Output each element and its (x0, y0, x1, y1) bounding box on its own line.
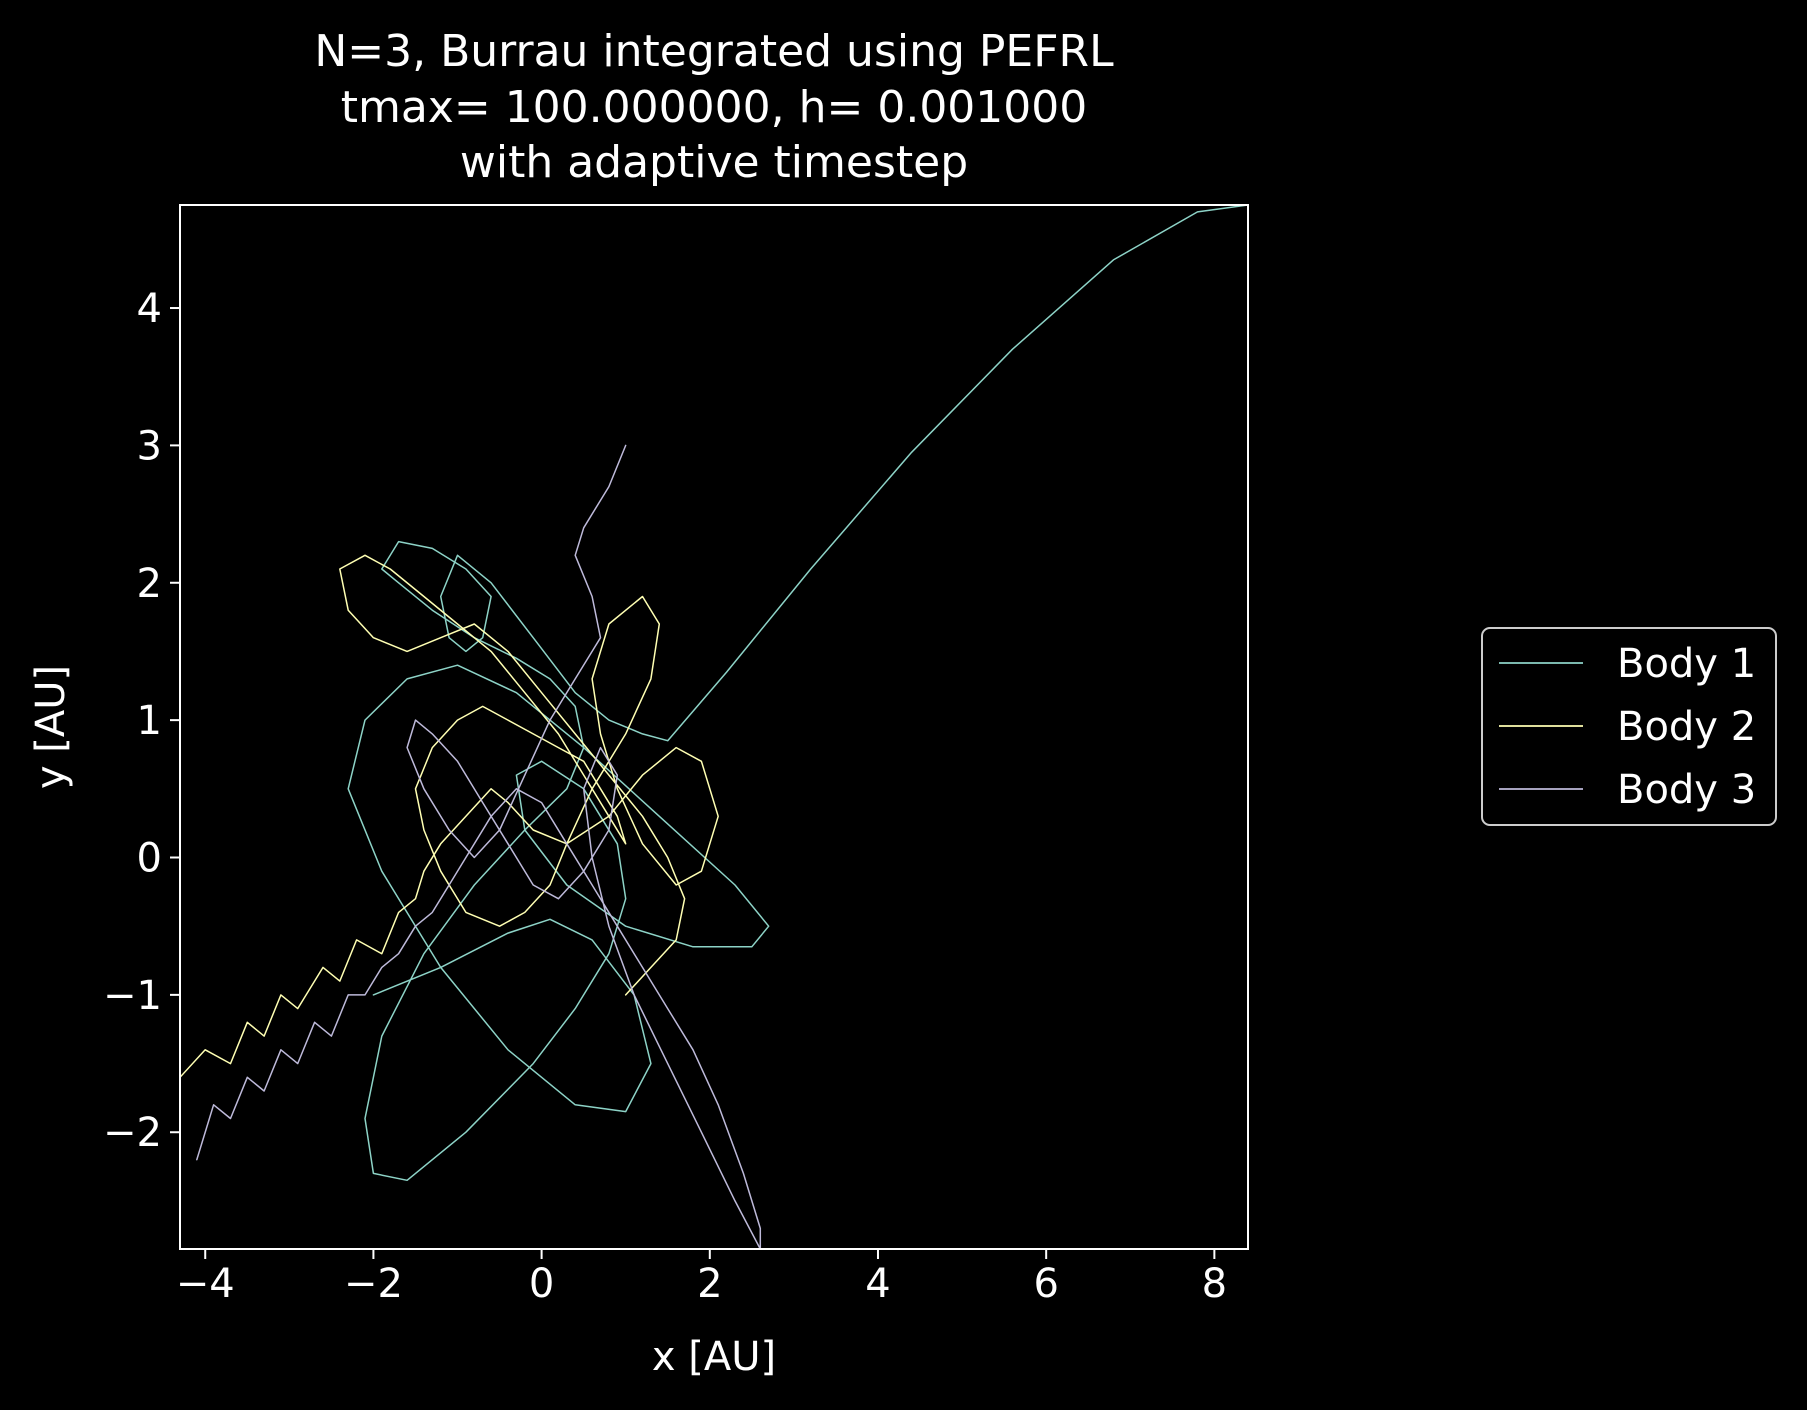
axes-frame (179, 204, 1249, 1250)
x-tick-label: −2 (344, 1261, 403, 1307)
legend-box (1481, 627, 1777, 826)
y-tick-label: −2 (103, 1110, 162, 1156)
legend-label-body-1: Body 1 (1617, 641, 1756, 687)
y-tick-label: 1 (137, 698, 162, 744)
x-tick-label: 4 (865, 1261, 890, 1307)
legend-label-body-2: Body 2 (1617, 704, 1756, 750)
chart-title: N=3, Burrau integrated using PEFRL tmax=… (314, 26, 1114, 188)
x-tick-label: 6 (1033, 1261, 1058, 1307)
legend-label-body-3: Body 3 (1617, 767, 1756, 813)
plot-area (180, 205, 1248, 1249)
title-line-3: with adaptive timestep (460, 137, 968, 188)
y-tick-label: 3 (137, 423, 162, 469)
series-line-body-1 (347, 205, 1248, 1182)
x-axis-ticks: −4 −2 0 2 4 6 8 (176, 1249, 1227, 1307)
y-tick-label: 2 (137, 561, 162, 607)
series-line-body-3 (196, 444, 762, 1249)
x-axis-label: x [AU] (652, 1334, 776, 1380)
legend: Body 1 Body 2 Body 3 (1481, 627, 1777, 826)
y-tick-label: −1 (103, 973, 162, 1019)
title-line-2: tmax= 100.000000, h= 0.001000 (341, 82, 1088, 133)
title-line-1: N=3, Burrau integrated using PEFRL (314, 26, 1114, 77)
y-tick-label: 4 (137, 286, 162, 332)
y-tick-label: 0 (137, 836, 162, 882)
x-tick-label: −4 (176, 1261, 235, 1307)
x-tick-label: 8 (1202, 1261, 1227, 1307)
y-axis-ticks: −2 −1 0 1 2 3 4 (103, 286, 180, 1156)
series-line-body-2 (180, 554, 719, 1079)
x-tick-label: 2 (697, 1261, 722, 1307)
x-tick-label: 0 (529, 1261, 554, 1307)
y-axis-label: y [AU] (28, 665, 74, 789)
series-layer (180, 205, 1248, 1249)
